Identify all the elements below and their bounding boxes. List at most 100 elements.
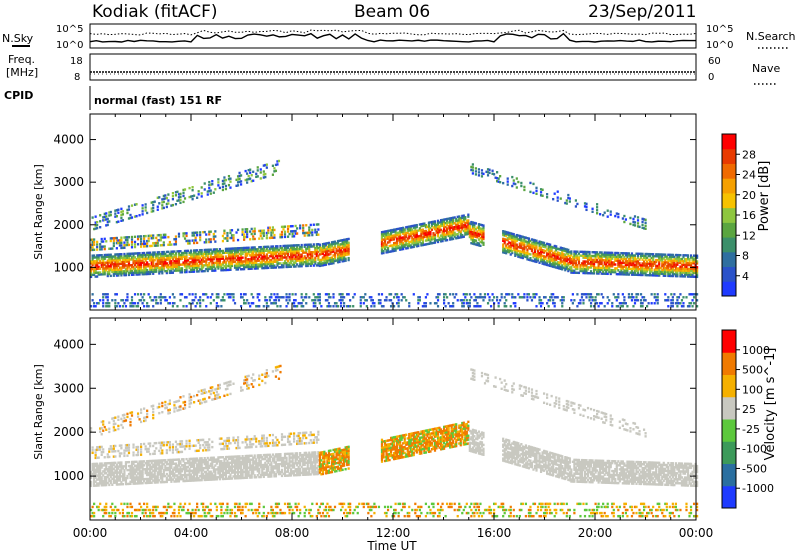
heatmap-cell [341,296,344,299]
heatmap-cell [283,246,287,250]
heatmap-cell [505,232,508,236]
heatmap-cell [230,262,234,266]
heatmap-cell [524,253,528,257]
heatmap-cell [617,253,620,257]
heatmap-cell [559,197,562,200]
heatmap-cell [277,248,281,252]
heatmap-cell [308,258,311,262]
heatmap-cell [191,264,194,268]
heatmap-cell [276,248,279,252]
heatmap-cell [644,256,647,260]
heatmap-cell [606,272,609,276]
heatmap-cell [256,253,259,257]
heatmap-cell [421,305,424,308]
heatmap-cell [129,264,132,267]
heatmap-cell [503,296,506,299]
heatmap-cell [683,267,687,270]
heatmap-cell [480,175,484,178]
heatmap-cell [633,256,637,259]
heatmap-cell [442,224,446,227]
heatmap-cell [308,234,311,237]
heatmap-cell [268,247,271,250]
heatmap-cell [455,233,458,236]
heatmap-cell [185,270,188,274]
heatmap-cell [305,243,308,247]
heatmap-cell [417,242,420,246]
heatmap-cell [550,265,553,268]
heatmap-cell [127,266,131,269]
heatmap-cell [412,293,415,296]
heatmap-cell [112,270,115,274]
heatmap-cell [114,299,117,302]
heatmap-cell [244,248,247,252]
heatmap-cell [117,274,120,277]
heatmap-cell [682,305,685,308]
heatmap-cell [627,296,631,299]
heatmap-cell [438,225,441,228]
heatmap-cell [509,236,512,239]
heatmap-cell [220,267,223,270]
heatmap-cell [639,271,643,275]
heatmap-cell [646,273,649,277]
heatmap-cell [105,511,108,515]
heatmap-cell [644,258,647,261]
heatmap-cell [585,296,588,299]
heatmap-cell [538,296,541,299]
heatmap-cell [111,270,114,274]
heatmap-cell [194,264,197,267]
heatmap-cell [299,224,302,227]
heatmap-cell [583,250,587,254]
heatmap-cell [680,267,684,270]
heatmap-cell [120,216,123,219]
heatmap-cell [109,239,112,243]
heatmap-cell [96,271,99,274]
heatmap-cell [103,269,106,272]
heatmap-cell [120,246,123,250]
heatmap-cell [539,188,543,191]
heatmap-cell [258,229,261,233]
heatmap-cell [256,169,259,172]
heatmap-cell [592,262,596,265]
heatmap-cell [406,227,409,231]
heatmap-cell [383,239,387,243]
heatmap-cell [176,199,179,202]
heatmap-cell [586,250,590,254]
heatmap-cell [386,231,390,235]
heatmap-cell [158,262,161,266]
heatmap-cell [161,198,164,201]
heatmap-cell [633,267,637,271]
heatmap-cell [102,302,105,305]
nsky-tick-hi: 10^5 [56,24,83,35]
heatmap-cell [199,236,202,239]
heatmap-cell [289,225,293,228]
heatmap-cell [180,253,184,257]
heatmap-cell [282,265,285,269]
heatmap-cell [391,228,394,232]
heatmap-cell [146,270,149,274]
heatmap-cell [338,253,341,256]
heatmap-cell [679,275,682,278]
heatmap-cell [262,257,265,260]
heatmap-cell [686,256,690,259]
heatmap-cell [511,234,514,237]
heatmap-cell [480,172,484,175]
heatmap-cell [185,249,188,253]
heatmap-cell [533,248,537,252]
heatmap-cell [347,305,350,308]
heatmap-cell [515,233,518,237]
heatmap-cell [673,269,676,272]
heatmap-cell [117,255,120,258]
heatmap-cell [314,260,317,263]
heatmap-cell [159,302,162,305]
heatmap-cell [143,251,146,255]
heatmap-cell [515,186,518,189]
heatmap-cell [459,224,462,228]
heatmap-cell [288,261,291,265]
heatmap-cell [659,266,662,270]
heatmap-cell [90,484,93,488]
heatmap-cell [200,254,203,258]
nsky-label: N.Sky [2,32,34,45]
heatmap-cell [165,271,168,275]
heatmap-cell [127,258,131,261]
heatmap-cell [103,456,106,459]
